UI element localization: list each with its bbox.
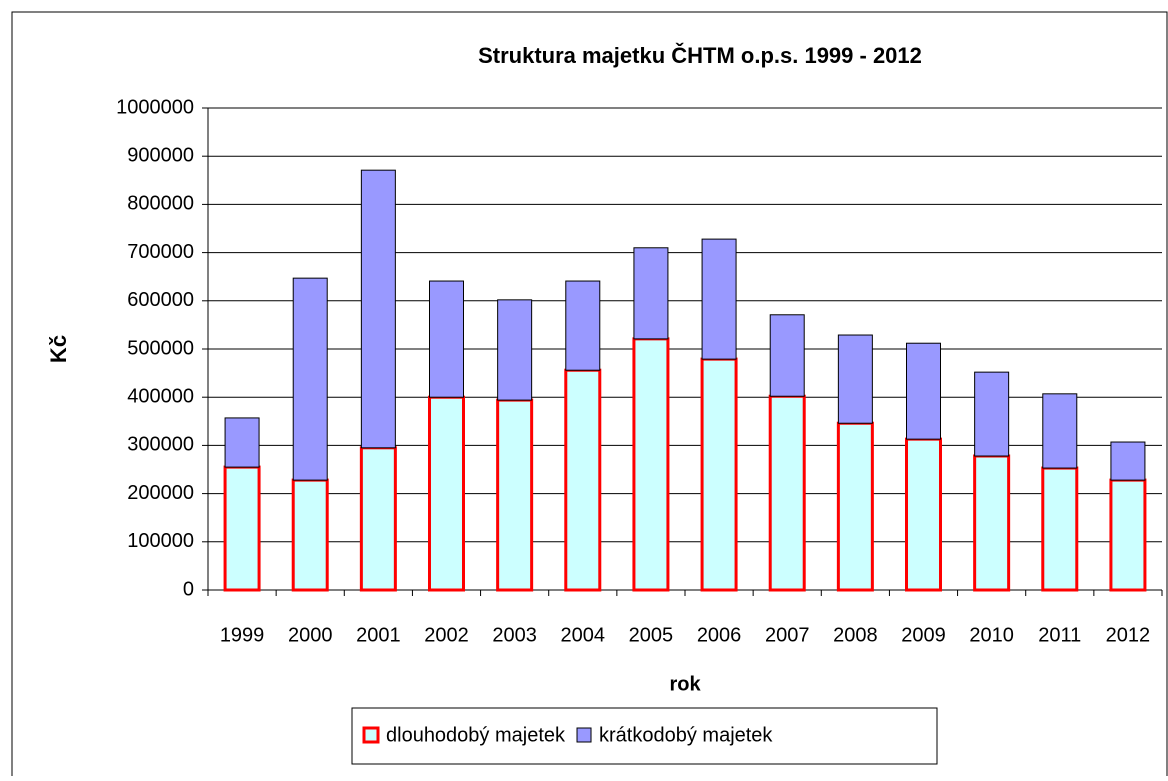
bar-segment [428, 395, 465, 592]
x-tick-label: 2001 [356, 624, 401, 646]
bar-segment [1109, 478, 1147, 592]
x-tick-label: 2009 [901, 624, 946, 646]
x-tick-label: 2010 [969, 624, 1014, 646]
bar-segment [1041, 466, 1079, 592]
x-tick-label: 2005 [629, 624, 674, 646]
bar-segment [837, 334, 873, 424]
x-tick-label: 1999 [220, 624, 265, 646]
x-tick-label: 2004 [561, 624, 606, 646]
y-tick-label: 100000 [127, 530, 194, 552]
bar-segment [359, 446, 397, 592]
x-tick-label: 2002 [424, 624, 469, 646]
bar-segment [429, 280, 464, 398]
y-tick-label: 1000000 [116, 96, 194, 118]
bar-segment [701, 238, 737, 360]
y-axis-label: Kč [46, 335, 71, 363]
bar-segment [768, 394, 806, 592]
bar-segment [223, 465, 261, 592]
bar-segment [1110, 441, 1146, 481]
x-tick-label: 2006 [697, 624, 742, 646]
bar-segment [224, 417, 260, 468]
bar-segment [291, 478, 329, 592]
y-tick-label: 900000 [127, 144, 194, 166]
x-tick-label: 2000 [288, 624, 333, 646]
bar-segment [564, 368, 602, 592]
bar-segment [974, 371, 1010, 457]
bar-segment [292, 277, 328, 481]
y-tick-label: 0 [183, 578, 194, 600]
y-tick-label: 300000 [127, 434, 194, 456]
legend-swatch [576, 727, 592, 743]
bar-segment [497, 299, 533, 401]
x-tick-label: 2011 [1038, 624, 1081, 646]
y-tick-label: 800000 [127, 193, 194, 215]
legend-label: krátkodobý majetek [599, 724, 773, 746]
legend-swatch [362, 726, 380, 744]
legend-label: dlouhodobý majetek [386, 724, 566, 746]
x-axis-label: rok [669, 673, 701, 695]
x-tick-label: 2003 [492, 624, 537, 646]
x-tick-label: 2012 [1106, 624, 1151, 646]
x-tick-label: 2007 [765, 624, 810, 646]
bar-segment [836, 421, 874, 592]
bar-segment [360, 169, 396, 449]
chart-title: Struktura majetku ČHTM o.p.s. 1999 - 201… [478, 43, 922, 68]
bar-segment [633, 247, 669, 340]
x-tick-label: 2008 [833, 624, 878, 646]
bar-segment [565, 280, 601, 371]
y-tick-label: 400000 [127, 385, 194, 407]
y-tick-label: 600000 [127, 289, 194, 311]
bar-segment [1042, 393, 1078, 469]
legend [351, 707, 938, 765]
bar-segment [700, 357, 738, 592]
bar-segment [769, 314, 805, 397]
y-tick-label: 200000 [127, 482, 194, 504]
bar-segment [632, 337, 670, 592]
y-tick-label: 500000 [127, 337, 194, 359]
bar-segment [905, 437, 942, 592]
bar-segment [906, 342, 941, 440]
y-tick-label: 700000 [127, 241, 194, 263]
bar-segment [496, 398, 534, 592]
bar-segment [973, 454, 1011, 592]
